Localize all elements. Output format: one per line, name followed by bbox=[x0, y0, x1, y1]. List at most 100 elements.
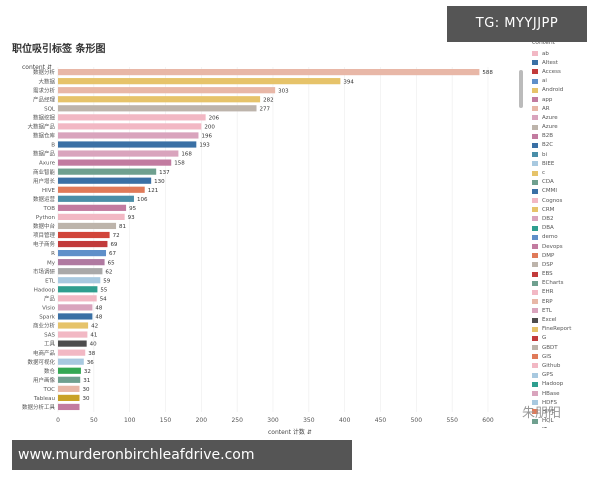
value-label: 65 bbox=[108, 260, 115, 266]
category-label: Spark bbox=[39, 315, 56, 321]
bar[interactable] bbox=[58, 114, 206, 121]
legend-item[interactable]: GBDT bbox=[529, 343, 599, 352]
legend-item[interactable]: Azure bbox=[529, 123, 599, 132]
scrollbar[interactable] bbox=[519, 70, 523, 108]
category-label: 大数据 bbox=[38, 77, 55, 85]
legend-item[interactable]: IT bbox=[529, 426, 599, 428]
bar[interactable] bbox=[58, 150, 179, 157]
bar[interactable] bbox=[58, 231, 110, 239]
legend-item[interactable]: Devops bbox=[529, 242, 599, 251]
bar[interactable] bbox=[58, 195, 134, 202]
legend-item[interactable]: HQL bbox=[529, 417, 599, 426]
legend-item[interactable]: CMMI bbox=[529, 187, 599, 196]
bar[interactable] bbox=[58, 394, 80, 401]
legend-item[interactable]: Hadoop bbox=[529, 380, 599, 389]
bar[interactable] bbox=[58, 96, 261, 103]
legend-item[interactable]: app bbox=[529, 95, 599, 104]
bar[interactable] bbox=[58, 222, 117, 230]
legend-item[interactable]: ETL bbox=[529, 306, 599, 315]
legend-item[interactable]: B2B bbox=[529, 132, 599, 141]
legend-item[interactable]: demo bbox=[529, 233, 599, 242]
legend-item[interactable]: AR bbox=[529, 104, 599, 113]
bar[interactable] bbox=[58, 141, 197, 148]
legend-item[interactable]: bi bbox=[529, 150, 599, 159]
bar[interactable] bbox=[58, 78, 341, 85]
legend-item[interactable]: ECharts bbox=[529, 279, 599, 288]
legend-item[interactable]: AItest bbox=[529, 58, 599, 67]
legend-item[interactable]: ai bbox=[529, 77, 599, 86]
bar[interactable] bbox=[58, 259, 105, 266]
legend-item[interactable]: GIS bbox=[529, 352, 599, 361]
bar[interactable] bbox=[58, 250, 107, 257]
category-label: My bbox=[47, 260, 56, 266]
legend-item[interactable]: DB2 bbox=[529, 214, 599, 223]
legend-item[interactable]: EBS bbox=[529, 270, 599, 279]
legend-item[interactable]: CDA bbox=[529, 178, 599, 187]
legend-swatch bbox=[532, 308, 538, 314]
category-label: 数据中台 bbox=[33, 222, 56, 230]
bar[interactable] bbox=[58, 358, 84, 365]
bar[interactable] bbox=[58, 340, 87, 347]
legend-item[interactable]: HBase bbox=[529, 389, 599, 398]
legend-item[interactable]: c bbox=[529, 168, 599, 177]
bar[interactable] bbox=[58, 331, 88, 338]
legend-item[interactable]: ab bbox=[529, 49, 599, 58]
bar[interactable] bbox=[58, 295, 97, 302]
legend-item[interactable]: DBA bbox=[529, 224, 599, 233]
bar[interactable] bbox=[58, 304, 93, 311]
legend-label: HIVE bbox=[542, 408, 555, 415]
bar[interactable] bbox=[58, 204, 127, 211]
bar[interactable] bbox=[58, 159, 172, 166]
category-label: TOC bbox=[42, 387, 55, 393]
legend-item[interactable]: Azure bbox=[529, 113, 599, 122]
bar[interactable] bbox=[58, 367, 81, 374]
bar[interactable] bbox=[58, 168, 157, 175]
bar[interactable] bbox=[58, 69, 480, 76]
legend-item[interactable]: GPS bbox=[529, 371, 599, 380]
bar[interactable] bbox=[58, 240, 108, 248]
bar[interactable] bbox=[58, 177, 152, 184]
legend-item[interactable]: HDFS bbox=[529, 398, 599, 407]
bar[interactable] bbox=[58, 268, 103, 275]
bar[interactable] bbox=[58, 313, 93, 320]
legend-item[interactable]: G bbox=[529, 334, 599, 343]
legend-swatch bbox=[532, 198, 538, 204]
bar[interactable] bbox=[58, 286, 98, 293]
legend-swatch bbox=[532, 345, 538, 351]
category-label: 数仓 bbox=[44, 367, 56, 375]
bar[interactable] bbox=[58, 277, 101, 284]
bar[interactable] bbox=[58, 376, 81, 383]
bar[interactable] bbox=[58, 186, 145, 193]
bar[interactable] bbox=[58, 403, 80, 411]
bar[interactable] bbox=[58, 105, 257, 112]
legend-item[interactable]: ERP bbox=[529, 297, 599, 306]
legend-item[interactable]: BIEE bbox=[529, 159, 599, 168]
x-tick-label: 550 bbox=[446, 417, 458, 424]
x-axis-label[interactable]: content 计数 ⇵ bbox=[268, 428, 312, 436]
legend-item[interactable]: B2C bbox=[529, 141, 599, 150]
legend-item[interactable]: DSP bbox=[529, 260, 599, 269]
bar[interactable] bbox=[58, 213, 125, 220]
legend-item[interactable]: Cognos bbox=[529, 196, 599, 205]
legend-swatch bbox=[532, 234, 538, 240]
legend-swatch bbox=[532, 124, 538, 130]
legend-item[interactable]: HIVE bbox=[529, 407, 599, 416]
bar[interactable] bbox=[58, 385, 80, 392]
legend-item[interactable]: Access bbox=[529, 67, 599, 76]
legend-item[interactable]: FineReport bbox=[529, 325, 599, 334]
legend-item[interactable]: Github bbox=[529, 361, 599, 370]
x-tick-label: 450 bbox=[375, 417, 387, 424]
bar[interactable] bbox=[58, 132, 199, 139]
y-axis-label[interactable]: content ⇵ bbox=[22, 64, 52, 71]
legend-item[interactable]: CRM bbox=[529, 205, 599, 214]
bar[interactable] bbox=[58, 349, 86, 356]
bar[interactable] bbox=[58, 123, 202, 130]
value-label: 200 bbox=[204, 125, 215, 131]
legend-item[interactable]: Excel bbox=[529, 315, 599, 324]
value-label: 38 bbox=[88, 351, 95, 357]
legend-item[interactable]: EHR bbox=[529, 288, 599, 297]
legend-item[interactable]: Android bbox=[529, 86, 599, 95]
bar[interactable] bbox=[58, 87, 276, 94]
bar[interactable] bbox=[58, 322, 89, 329]
legend-item[interactable]: DMP bbox=[529, 251, 599, 260]
